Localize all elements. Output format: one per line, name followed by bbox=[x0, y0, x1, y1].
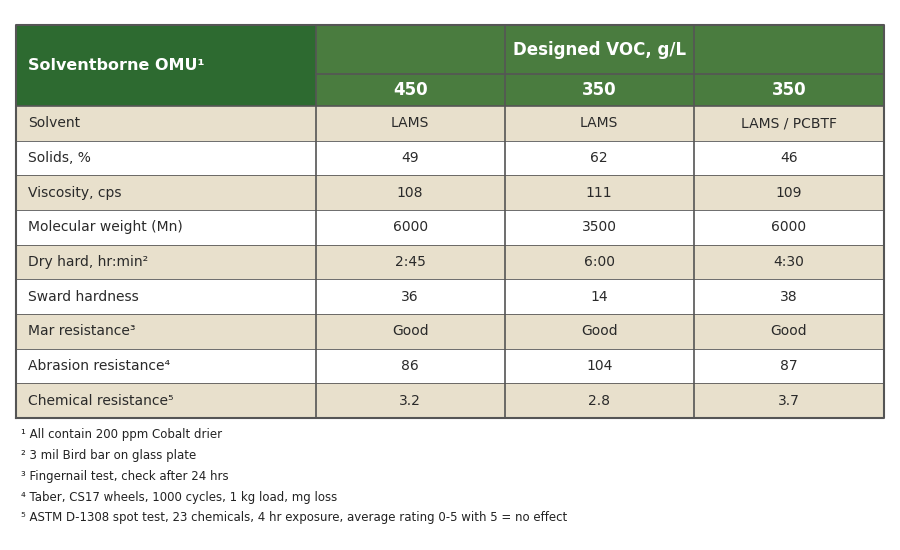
Text: 350: 350 bbox=[582, 81, 617, 99]
Bar bbox=[16, 349, 884, 383]
Text: 6000: 6000 bbox=[392, 221, 427, 234]
Text: 350: 350 bbox=[771, 81, 806, 99]
Bar bbox=[16, 106, 884, 141]
Bar bbox=[16, 141, 884, 175]
Bar bbox=[16, 314, 884, 349]
Bar bbox=[16, 210, 884, 245]
Text: LAMS: LAMS bbox=[391, 117, 429, 130]
Bar bbox=[16, 279, 884, 314]
Text: Viscosity, cps: Viscosity, cps bbox=[28, 186, 122, 200]
Bar bbox=[16, 175, 884, 210]
Text: LAMS: LAMS bbox=[580, 117, 618, 130]
Text: 3.2: 3.2 bbox=[400, 394, 421, 408]
Text: 109: 109 bbox=[776, 186, 802, 200]
Text: Mar resistance³: Mar resistance³ bbox=[28, 324, 135, 338]
Bar bbox=[316, 25, 884, 74]
Text: ¹ All contain 200 ppm Cobalt drier: ¹ All contain 200 ppm Cobalt drier bbox=[21, 428, 221, 441]
Text: 2.8: 2.8 bbox=[589, 394, 610, 408]
Text: 6000: 6000 bbox=[771, 221, 806, 234]
Text: 38: 38 bbox=[780, 290, 797, 304]
Text: 3500: 3500 bbox=[581, 221, 616, 234]
Bar bbox=[16, 25, 316, 106]
Text: Good: Good bbox=[580, 324, 617, 338]
Text: 86: 86 bbox=[401, 359, 419, 373]
Text: Solvent: Solvent bbox=[28, 117, 80, 130]
Text: 46: 46 bbox=[780, 151, 797, 165]
Text: 108: 108 bbox=[397, 186, 423, 200]
Text: Chemical resistance⁵: Chemical resistance⁵ bbox=[28, 394, 174, 408]
Text: 111: 111 bbox=[586, 186, 613, 200]
Text: 36: 36 bbox=[401, 290, 419, 304]
Bar bbox=[16, 245, 884, 279]
Text: 49: 49 bbox=[401, 151, 419, 165]
Text: Sward hardness: Sward hardness bbox=[28, 290, 139, 304]
Text: Dry hard, hr:min²: Dry hard, hr:min² bbox=[28, 255, 148, 269]
Text: LAMS / PCBTF: LAMS / PCBTF bbox=[741, 117, 837, 130]
Text: 450: 450 bbox=[392, 81, 427, 99]
Text: Molecular weight (Mn): Molecular weight (Mn) bbox=[28, 221, 183, 234]
Text: 104: 104 bbox=[586, 359, 612, 373]
Text: 87: 87 bbox=[780, 359, 797, 373]
Text: 2:45: 2:45 bbox=[395, 255, 426, 269]
Bar bbox=[316, 74, 505, 106]
Text: 4:30: 4:30 bbox=[773, 255, 805, 269]
Text: Designed VOC, g/L: Designed VOC, g/L bbox=[513, 41, 686, 58]
Text: Good: Good bbox=[770, 324, 807, 338]
Text: ⁴ Taber, CS17 wheels, 1000 cycles, 1 kg load, mg loss: ⁴ Taber, CS17 wheels, 1000 cycles, 1 kg … bbox=[21, 491, 337, 504]
Text: Good: Good bbox=[392, 324, 428, 338]
Text: 14: 14 bbox=[590, 290, 608, 304]
Text: 6:00: 6:00 bbox=[584, 255, 615, 269]
Text: ³ Fingernail test, check after 24 hrs: ³ Fingernail test, check after 24 hrs bbox=[21, 470, 229, 483]
Bar bbox=[694, 74, 884, 106]
Bar bbox=[16, 383, 884, 418]
Text: ² 3 mil Bird bar on glass plate: ² 3 mil Bird bar on glass plate bbox=[21, 449, 196, 462]
Text: Solids, %: Solids, % bbox=[28, 151, 91, 165]
Text: 3.7: 3.7 bbox=[778, 394, 800, 408]
Text: Solventborne OMU¹: Solventborne OMU¹ bbox=[28, 58, 204, 73]
Text: 62: 62 bbox=[590, 151, 608, 165]
Text: ⁵ ASTM D-1308 spot test, 23 chemicals, 4 hr exposure, average rating 0-5 with 5 : ⁵ ASTM D-1308 spot test, 23 chemicals, 4… bbox=[21, 512, 567, 525]
Bar bbox=[505, 74, 694, 106]
Text: Abrasion resistance⁴: Abrasion resistance⁴ bbox=[28, 359, 170, 373]
